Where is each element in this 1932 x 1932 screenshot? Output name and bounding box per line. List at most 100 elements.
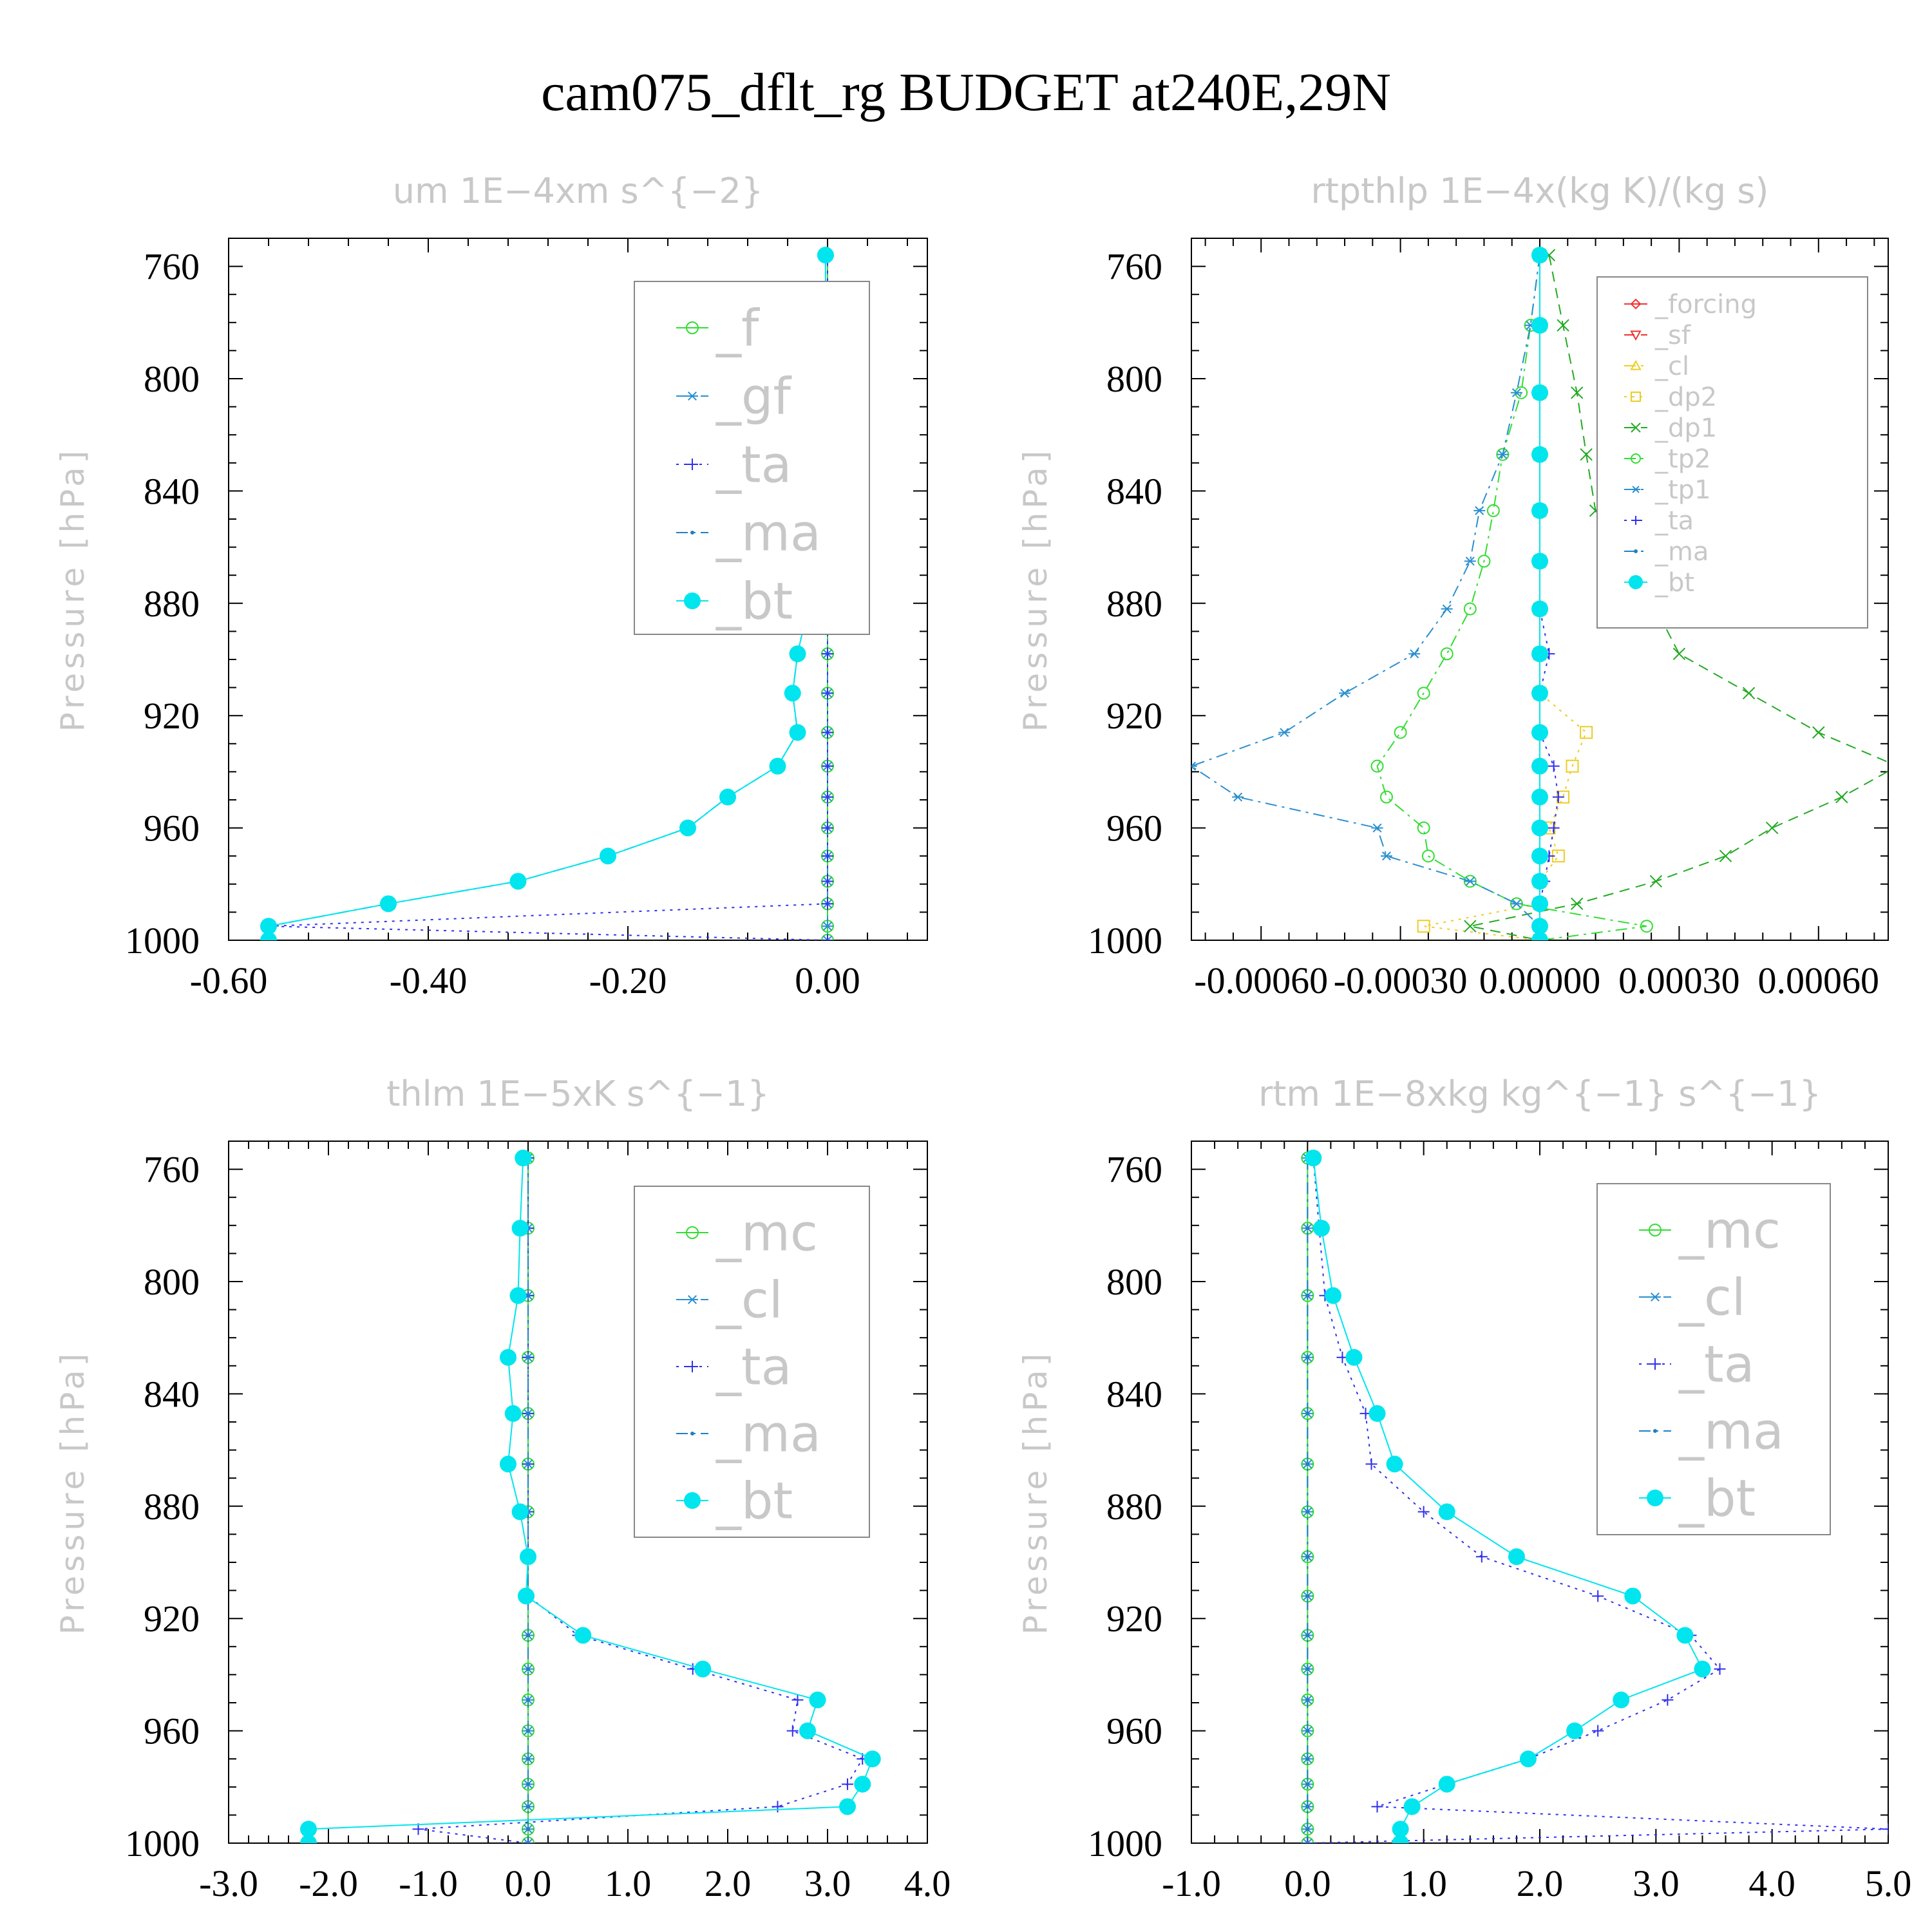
legend-label_bt: _bt (715, 1472, 793, 1530)
point_bt (1305, 1150, 1322, 1167)
point_bt (809, 1691, 826, 1709)
point_tp1 (1371, 823, 1383, 833)
point_ma (1305, 1462, 1310, 1466)
plot-frame (228, 238, 928, 941)
point_bt (509, 1287, 527, 1304)
y-axis-label: Pressure [hPa] (1017, 447, 1054, 732)
point_bt (1386, 1455, 1403, 1473)
point_tp2 (1477, 554, 1491, 568)
y-tick-label: 800 (1106, 1261, 1162, 1303)
point_bt (511, 1220, 529, 1237)
point_bt (1531, 848, 1548, 865)
series_ma (526, 1156, 530, 1843)
legend-label_sf: _sf (1654, 321, 1691, 350)
point_tp1 (1191, 761, 1197, 771)
point_ta (822, 875, 833, 887)
point_ma (1305, 1827, 1310, 1832)
point_bt (1345, 1349, 1363, 1366)
y-axis-label: Pressure [hPa] (54, 447, 91, 732)
legend-label_ma: _ma (1678, 1403, 1784, 1461)
point_bt (260, 932, 277, 940)
point_ta (1475, 1551, 1488, 1563)
panel-title: rtpthlp 1E−4x(kg K)/(kg s) (1311, 171, 1769, 211)
point_bt (504, 1405, 522, 1422)
point_tp2 (1370, 759, 1384, 773)
legend-marker_ma (690, 531, 694, 535)
point_bt (769, 757, 786, 775)
y-tick-label: 800 (1106, 358, 1162, 400)
x-tick-label: -0.00060 (1194, 960, 1328, 1001)
legend-marker_sf (1630, 330, 1642, 341)
series_ta (1534, 249, 1564, 940)
point_ta (412, 1823, 424, 1835)
legend-marker_tp1 (1631, 486, 1640, 493)
legend-label_mc: _mc (1678, 1202, 1781, 1260)
legend-marker_ta (687, 459, 698, 470)
point_ma (1305, 1633, 1310, 1638)
legend-label_bt: _bt (1678, 1470, 1756, 1528)
legend-box (1596, 1183, 1831, 1535)
legend-label_f: _f (715, 299, 760, 357)
point_tp1 (1473, 506, 1486, 515)
y-tick-label: 880 (1106, 1486, 1162, 1528)
y-tick-label: 880 (1106, 583, 1162, 625)
point_ta (822, 687, 833, 699)
legend-marker_tp2 (1631, 453, 1641, 464)
legend-marker_ma (1653, 1429, 1657, 1433)
legend-label_gf: _gf (715, 368, 792, 426)
legend-label_cl: _cl (1654, 352, 1689, 381)
point_bt (1531, 502, 1548, 519)
point_bt (1531, 446, 1548, 463)
point_ta (822, 726, 833, 739)
legend-marker_bt (1647, 1490, 1663, 1506)
point_bt (1531, 317, 1548, 334)
point_ta (791, 1694, 804, 1706)
y-tick-label: 960 (144, 1710, 200, 1752)
point_dp1 (1812, 726, 1825, 739)
plot-frame (228, 1141, 928, 1844)
legend-label_ma: _ma (715, 1405, 821, 1463)
y-tick-label: 960 (1106, 808, 1162, 849)
legend-marker_cl (1649, 1292, 1661, 1302)
point_bt (1531, 247, 1548, 264)
point_bt (694, 1660, 712, 1678)
point_bt (1312, 1220, 1330, 1237)
legend: _mc _cl _ta _ma _bt (634, 1186, 870, 1538)
point_bt (1566, 1722, 1584, 1739)
series_bt (1305, 1150, 1711, 1843)
point_dp1 (1464, 920, 1477, 933)
x-tick-label: 3.0 (1633, 1862, 1680, 1904)
panel-4: rtm 1E−8xkg kg^{−1} s^{−1} Pressure [hPa]… (1017, 1074, 1911, 1904)
legend-label_ta: _ta (715, 436, 791, 494)
legend-marker_cl (687, 1294, 698, 1305)
point_bt (1392, 1821, 1409, 1838)
legend-marker_forcing (1630, 298, 1642, 310)
y-tick-label: 880 (144, 1486, 200, 1528)
series-line_dp2 (1423, 255, 1587, 940)
plot-area (1191, 247, 1903, 940)
series-line_ta (268, 255, 828, 940)
point_tp2 (1640, 920, 1653, 933)
point_ma (1305, 1555, 1310, 1559)
x-tick-label: 0.00030 (1618, 960, 1740, 1001)
point_ma (526, 1293, 530, 1298)
legend-label_bt: _bt (715, 573, 793, 630)
point_gf (822, 935, 833, 940)
point_cl (1302, 1838, 1314, 1843)
point_bt (864, 1750, 881, 1768)
point_tp2 (1417, 821, 1430, 835)
y-tick-label: 960 (144, 808, 200, 849)
point_ma (526, 1667, 530, 1671)
point_ma (1305, 1510, 1310, 1514)
y-tick-label: 840 (1106, 1373, 1162, 1415)
point_ma (1305, 1782, 1310, 1786)
point_ma (1305, 1226, 1310, 1231)
point_dp1 (1891, 761, 1903, 772)
x-tick-label: -0.20 (589, 960, 667, 1001)
point_ma (1305, 1804, 1310, 1809)
y-tick-label: 800 (144, 358, 200, 400)
legend-marker_mc (1649, 1224, 1662, 1236)
y-tick-label: 760 (144, 246, 200, 288)
point_ma (526, 1827, 530, 1832)
point_dp1 (1835, 790, 1848, 804)
